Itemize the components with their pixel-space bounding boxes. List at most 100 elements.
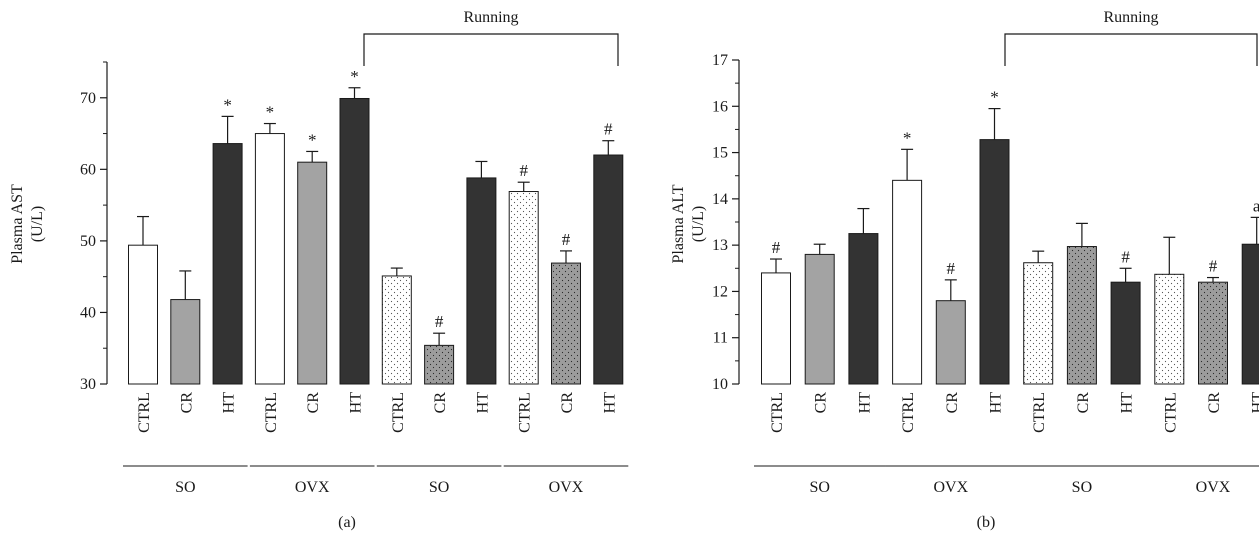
category-label: HT — [1119, 392, 1136, 414]
category-label: HT — [221, 392, 238, 414]
panel-b-bars: # * # * # # a — [761, 88, 1259, 385]
category-label: HT — [856, 392, 873, 414]
significance-mark: # — [435, 312, 444, 331]
significance-mark: # — [604, 120, 613, 139]
group-label: OVX — [1196, 479, 1231, 496]
y-tick-label: 10 — [712, 376, 728, 393]
bar — [935, 300, 966, 385]
running-bracket-label: Running — [463, 9, 518, 26]
y-tick-label: 12 — [712, 283, 728, 300]
significance-mark: * — [223, 95, 232, 114]
category-label: CR — [944, 392, 961, 414]
panel-a-ylabel-line2: (U/L) — [29, 206, 46, 242]
category-label: CTRL — [136, 392, 153, 433]
panel-a-ylabel-line1: Plasma AST — [9, 184, 26, 264]
y-tick-label: 16 — [712, 98, 728, 115]
significance-mark: a — [1253, 196, 1259, 215]
group-label: SO — [429, 479, 449, 496]
category-label: CR — [178, 392, 195, 414]
bar — [170, 299, 201, 385]
panel-a-label: (a) — [338, 514, 356, 531]
significance-mark: # — [1121, 247, 1130, 266]
bar — [892, 179, 923, 385]
panel-a-bars: * * * * # # # # — [128, 67, 624, 385]
y-tick-label: 13 — [712, 237, 728, 254]
y-tick-label: 50 — [80, 233, 96, 250]
running-bracket-line — [1004, 33, 1258, 66]
bar — [381, 275, 412, 385]
y-tick-label: 17 — [712, 52, 728, 69]
significance-mark: # — [562, 230, 571, 249]
category-label: CR — [1206, 392, 1223, 414]
panel-a-running-bracket: Running — [363, 9, 619, 66]
category-label: HT — [474, 392, 491, 414]
bar — [1198, 281, 1228, 385]
significance-mark: * — [308, 130, 317, 149]
bar — [979, 139, 1010, 385]
bar — [551, 262, 581, 385]
y-tick-label: 14 — [712, 191, 728, 208]
running-bracket-line — [363, 33, 619, 66]
category-label: HT — [348, 392, 365, 414]
bar — [212, 143, 243, 385]
significance-mark: * — [903, 128, 912, 147]
bar — [466, 177, 497, 385]
panel-b-y-axis: 10 11 12 13 14 15 16 17 — [712, 52, 740, 393]
group-label: SO — [175, 479, 195, 496]
group-label: OVX — [295, 479, 330, 496]
group-label: SO — [809, 479, 829, 496]
significance-mark: * — [350, 67, 359, 86]
group-label: OVX — [549, 479, 584, 496]
panel-b-group-labels: SO OVX SO OVX — [754, 465, 1259, 496]
category-label: CR — [432, 392, 449, 414]
bar — [297, 161, 328, 385]
significance-mark: * — [266, 103, 275, 122]
significance-mark: # — [1209, 257, 1218, 276]
category-label: HT — [988, 392, 1005, 414]
panel-a-group-labels: SO OVX SO OVX — [123, 465, 629, 496]
significance-mark: * — [990, 88, 999, 107]
bar — [424, 344, 455, 385]
bar — [254, 133, 285, 385]
y-tick-label: 70 — [80, 90, 96, 107]
bar — [1023, 262, 1054, 385]
category-label: CTRL — [263, 392, 280, 433]
category-label: CTRL — [517, 392, 534, 433]
category-label: CTRL — [900, 392, 917, 433]
y-tick-label: 30 — [80, 376, 96, 393]
significance-mark: # — [947, 259, 956, 278]
bar — [1154, 273, 1185, 385]
panel-b-category-labels: CTRL CR HT CTRL CR HT CTRL CR HT CTRL CR HT — [769, 392, 1259, 433]
bar — [761, 272, 791, 385]
panel-b-ylabel-line1: Plasma ALT — [670, 184, 687, 263]
category-label: CTRL — [390, 392, 407, 433]
y-tick-label: 11 — [713, 330, 728, 347]
bar — [1110, 281, 1141, 385]
category-label: CTRL — [1162, 392, 1179, 433]
panel-b-chart: 10 11 12 13 14 15 16 17 # * # * # # a CTRL CR HT CTRL CR H… — [670, 9, 1259, 531]
category-label: CTRL — [1031, 392, 1048, 433]
bar — [128, 244, 158, 385]
category-label: CR — [813, 392, 830, 414]
bar — [848, 233, 879, 385]
category-label: CR — [1075, 392, 1092, 414]
category-label: CR — [559, 392, 576, 414]
category-label: CTRL — [769, 392, 786, 433]
panel-a-category-labels: CTRL CR HT CTRL CR HT CTRL CR HT CTRL CR HT — [136, 392, 618, 433]
bar — [593, 154, 624, 385]
y-tick-label: 15 — [712, 145, 728, 162]
bar — [1241, 243, 1259, 385]
panel-b-running-bracket: Running — [1004, 9, 1258, 66]
panel-b-label: (b) — [977, 514, 996, 531]
category-label: HT — [601, 392, 618, 414]
bar — [1066, 246, 1097, 385]
bar — [804, 253, 835, 385]
category-label: CR — [305, 392, 322, 414]
bar — [339, 97, 370, 385]
y-tick-label: 60 — [80, 161, 96, 178]
category-label: HT — [1250, 392, 1259, 414]
significance-mark: # — [519, 161, 528, 180]
bar — [508, 191, 539, 385]
